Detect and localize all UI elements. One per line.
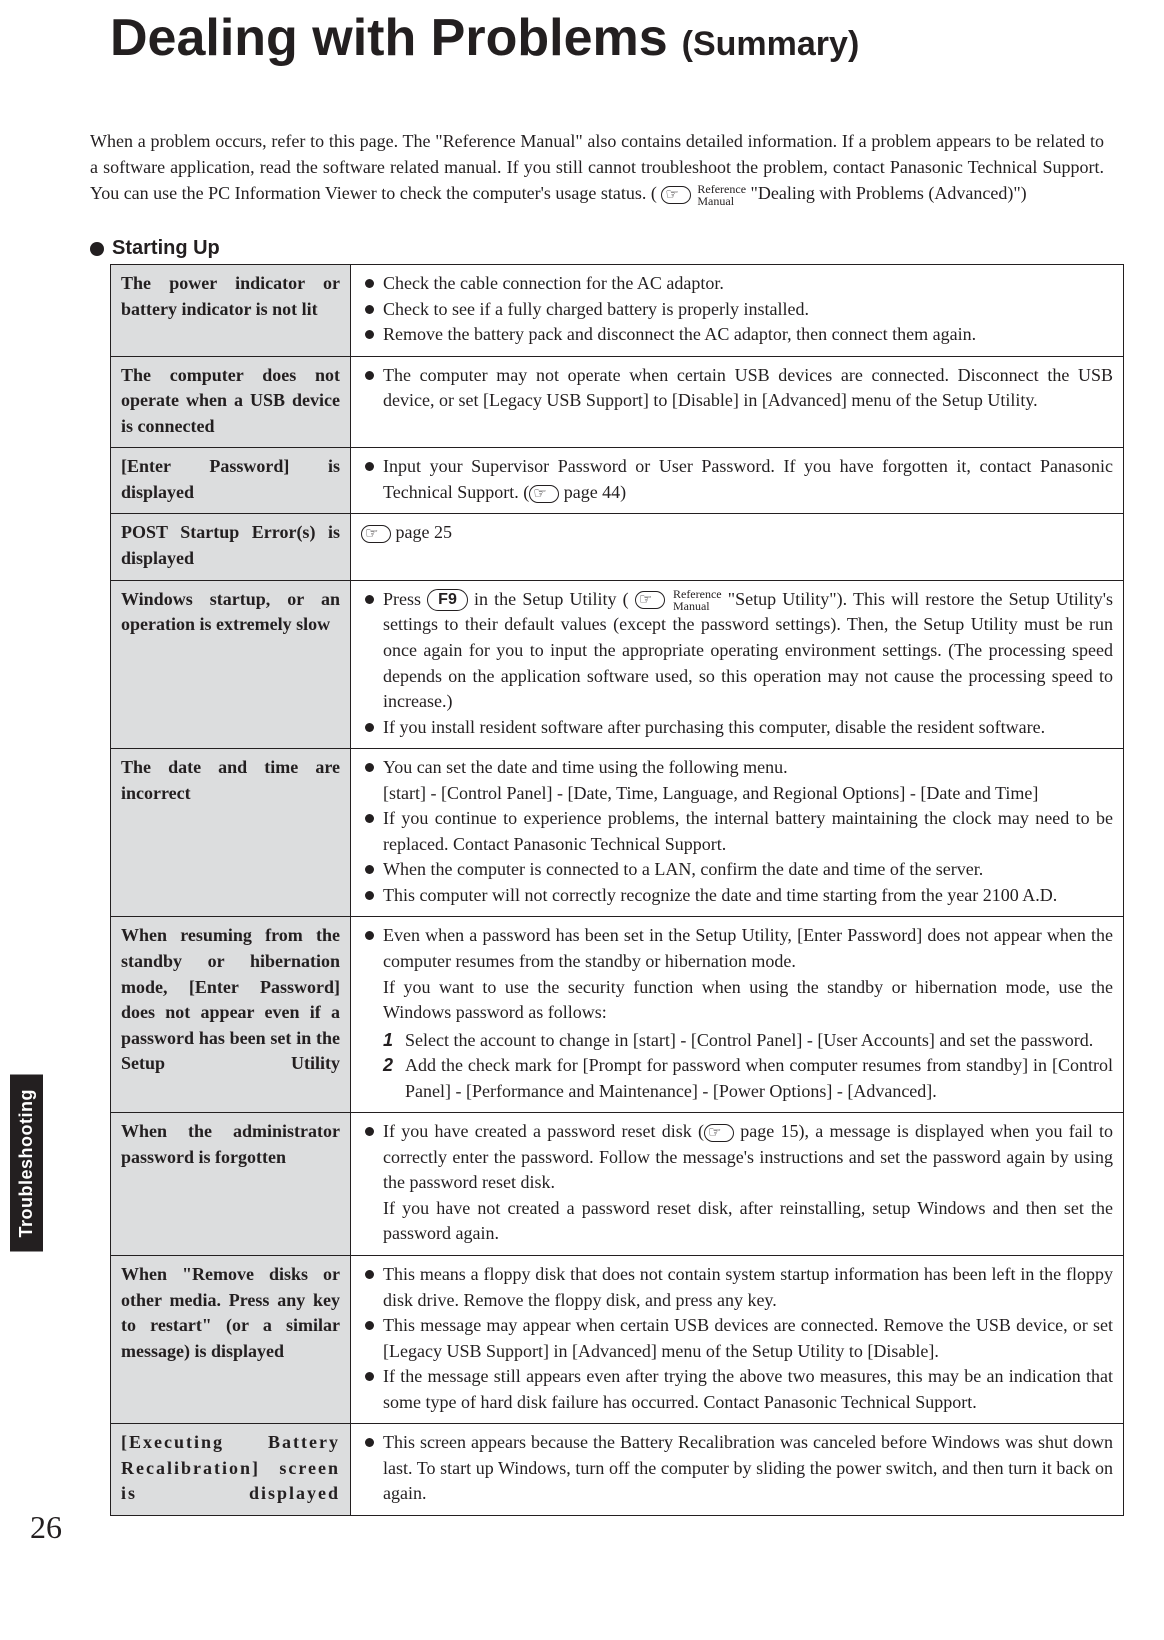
problem-cell: When "Remove disks or other media. Press… [111,1255,351,1423]
intro-text-b: "Dealing with Problems (Advanced)") [751,183,1027,203]
list-item: This computer will not correctly recogni… [361,883,1113,909]
problem-cell: When the administrator password is forgo… [111,1113,351,1256]
table-row: [Executing Battery Recalibration] screen… [111,1424,1124,1516]
problem-cell: The computer does not operate when a USB… [111,356,351,448]
list-item: Remove the battery pack and disconnect t… [361,322,1113,348]
troubleshooting-table: The power indicator or battery indicator… [110,264,1124,1516]
section-heading: Starting Up [90,237,1104,260]
side-tab-troubleshooting: Troubleshooting [10,1075,43,1252]
bullet-icon [90,242,104,256]
sub-note: If you want to use the security function… [361,975,1113,1026]
list-item: If you have created a password reset dis… [361,1119,1113,1196]
list-item: Even when a password has been set in the… [361,923,1113,974]
problem-cell: POST Startup Error(s) is displayed [111,514,351,580]
table-row: The power indicator or battery indicator… [111,265,1124,357]
solution-cell: If you have created a password reset dis… [351,1113,1124,1256]
hand-icon [361,525,391,543]
intro-paragraph: When a problem occurs, refer to this pag… [90,128,1104,207]
section-heading-text: Starting Up [112,237,220,260]
f9-key: F9 [427,589,468,611]
list-item: If the message still appears even after … [361,1364,1113,1415]
page-number: 26 [30,1509,62,1546]
solution-cell: You can set the date and time using the … [351,749,1124,917]
problem-cell: The date and time are incorrect [111,749,351,917]
solution-cell: This screen appears because the Battery … [351,1424,1124,1516]
list-item: If you install resident software after p… [361,715,1113,741]
problem-cell: Windows startup, or an operation is extr… [111,580,351,749]
hand-icon [704,1124,734,1142]
table-row: The computer does not operate when a USB… [111,356,1124,448]
list-item: This message may appear when certain USB… [361,1313,1113,1364]
solution-cell: The computer may not operate when certai… [351,356,1124,448]
step-item: 1Select the account to change in [start]… [383,1028,1113,1054]
table-row: [Enter Password] is displayed Input your… [111,448,1124,514]
hand-icon [529,485,559,503]
solution-cell: Press F9 in the Setup Utility ( Referenc… [351,580,1124,749]
list-item: The computer may not operate when certai… [361,363,1113,414]
reference-manual-label: ReferenceManual [697,183,746,207]
list-item: If you continue to experience problems, … [361,806,1113,857]
title-sub: (Summary) [682,25,860,64]
problem-cell: The power indicator or battery indicator… [111,265,351,357]
table-row: The date and time are incorrect You can … [111,749,1124,917]
table-row: When "Remove disks or other media. Press… [111,1255,1124,1423]
table-row: POST Startup Error(s) is displayed page … [111,514,1124,580]
list-item: This screen appears because the Battery … [361,1430,1113,1507]
solution-cell: page 25 [351,514,1124,580]
list-item: Input your Supervisor Password or User P… [361,454,1113,505]
table-row: When resuming from the standby or hibern… [111,917,1124,1113]
list-item: This means a floppy disk that does not c… [361,1262,1113,1313]
problem-cell: [Enter Password] is displayed [111,448,351,514]
solution-cell: Even when a password has been set in the… [351,917,1124,1113]
solution-cell: Input your Supervisor Password or User P… [351,448,1124,514]
sub-note: If you have not created a password reset… [361,1196,1113,1247]
solution-cell: Check the cable connection for the AC ad… [351,265,1124,357]
list-item: Press F9 in the Setup Utility ( Referenc… [361,587,1113,715]
hand-icon [661,186,691,204]
title-main: Dealing with Problems [110,8,668,68]
sub-note: [start] - [Control Panel] - [Date, Time,… [361,781,1113,807]
reference-manual-inline: ReferenceManual [661,183,746,207]
list-item: Check the cable connection for the AC ad… [361,271,1113,297]
page-title-bar: Dealing with Problems (Summary) [90,0,1104,88]
hand-icon [635,591,665,609]
list-item: When the computer is connected to a LAN,… [361,857,1113,883]
problem-cell: When resuming from the standby or hibern… [111,917,351,1113]
reference-manual-label: ReferenceManual [673,588,722,612]
list-item: You can set the date and time using the … [361,755,1113,781]
solution-cell: This means a floppy disk that does not c… [351,1255,1124,1423]
list-item: Check to see if a fully charged battery … [361,297,1113,323]
problem-cell: [Executing Battery Recalibration] screen… [111,1424,351,1516]
table-row: When the administrator password is forgo… [111,1113,1124,1256]
table-row: Windows startup, or an operation is extr… [111,580,1124,749]
step-item: 2Add the check mark for [Prompt for pass… [383,1053,1113,1104]
